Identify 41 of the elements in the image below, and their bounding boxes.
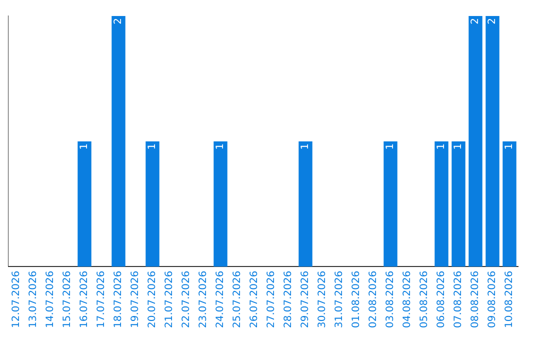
x-tick-label: 22.07.2026 <box>181 270 192 328</box>
x-tick-label: 29.07.2026 <box>300 270 312 328</box>
x-tick-label: 10.08.2026 <box>504 270 516 328</box>
x-tick-label: 06.08.2026 <box>436 270 448 328</box>
data-label: 2 <box>470 18 482 24</box>
x-tick-label: 24.07.2026 <box>215 270 226 328</box>
x-tick-label: 31.07.2026 <box>334 270 346 328</box>
x-tick-label: 04.08.2026 <box>402 270 414 328</box>
x-tick-label: 16.07.2026 <box>79 270 90 328</box>
x-tick-label: 28.07.2026 <box>283 270 294 328</box>
data-label: 1 <box>436 143 448 150</box>
data-label: 1 <box>300 143 312 150</box>
x-tick-label: 26.07.2026 <box>249 270 260 328</box>
x-tick-label: 30.07.2026 <box>317 270 328 328</box>
data-label: 1 <box>453 143 464 150</box>
x-tick-label: 03.08.2026 <box>385 270 396 328</box>
x-tick-label: 02.08.2026 <box>368 270 380 328</box>
x-tick-label: 17.07.2026 <box>96 270 108 328</box>
x-tick-label: 07.08.2026 <box>453 270 464 328</box>
x-tick-label: 01.08.2026 <box>351 270 362 328</box>
x-tick-label: 05.08.2026 <box>419 270 430 328</box>
data-label: 2 <box>487 18 498 24</box>
x-tick-label: 19.07.2026 <box>130 270 142 328</box>
x-tick-label: 15.07.2026 <box>62 270 74 328</box>
x-tick-label: 27.07.2026 <box>266 270 278 328</box>
x-tick-label: 09.08.2026 <box>487 270 498 328</box>
x-tick-label: 12.07.2026 <box>11 270 22 328</box>
x-tick-label: 21.07.2026 <box>164 270 176 328</box>
x-tick-label: 20.07.2026 <box>147 270 158 328</box>
data-label: 1 <box>79 143 90 150</box>
x-tick-label: 13.07.2026 <box>28 270 40 328</box>
data-label: 1 <box>147 143 158 150</box>
data-label: 1 <box>385 143 396 150</box>
x-tick-label: 25.07.2026 <box>232 270 244 328</box>
x-tick-label: 08.08.2026 <box>470 270 482 328</box>
x-tick-label: 23.07.2026 <box>198 270 210 328</box>
data-label: 1 <box>504 143 516 150</box>
data-label: 1 <box>215 143 226 150</box>
x-tick-label: 18.07.2026 <box>113 270 124 328</box>
x-tick-label: 14.07.2026 <box>45 270 56 328</box>
data-label: 2 <box>113 18 124 24</box>
